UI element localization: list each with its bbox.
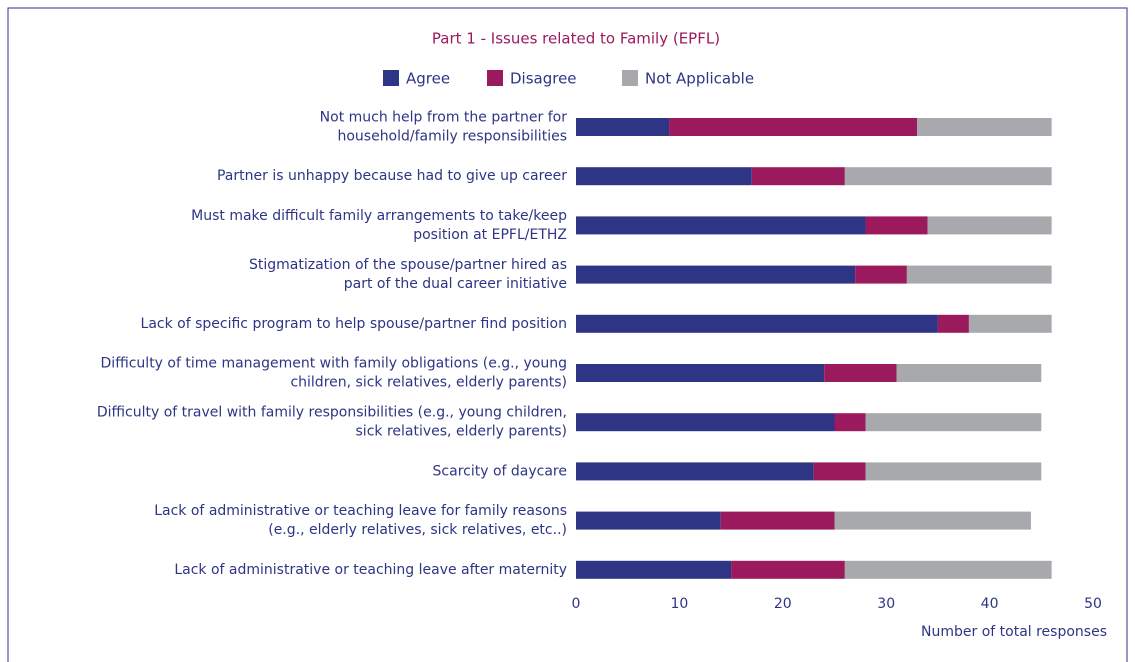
bar-segment <box>576 314 938 333</box>
bar-segment <box>937 314 969 333</box>
bar-segment <box>834 511 1031 530</box>
x-tick-label: 50 <box>1084 596 1102 612</box>
bar-segment <box>576 511 721 530</box>
bar-segment <box>576 413 835 432</box>
bar-segment <box>576 167 752 186</box>
legend-label: Disagree <box>510 70 577 88</box>
bar-segment <box>576 265 856 284</box>
y-tick-label: Lack of administrative or teaching leave… <box>154 503 567 538</box>
x-axis-label: Number of total responses <box>921 624 1107 640</box>
bar-segment <box>865 216 928 235</box>
x-tick-label: 30 <box>877 596 895 612</box>
bar-segment <box>865 462 1042 481</box>
x-tick-label: 0 <box>572 596 581 612</box>
x-tick-label: 20 <box>774 596 792 612</box>
y-tick-label: Lack of specific program to help spouse/… <box>141 316 567 332</box>
bar-segment <box>576 118 670 136</box>
bar-segment <box>576 364 825 382</box>
x-tick-label: 40 <box>981 596 999 612</box>
bar-segment <box>917 118 1052 136</box>
bar-segment <box>834 413 866 432</box>
legend-label: Agree <box>406 70 450 88</box>
legend-swatch <box>383 70 399 86</box>
y-tick-label: Difficulty of travel with family respons… <box>97 405 567 440</box>
bar-segment <box>824 364 897 382</box>
y-tick-label: Difficulty of time management with famil… <box>101 356 567 391</box>
y-tick-label: Lack of administrative or teaching leave… <box>174 562 567 578</box>
bar-segment <box>844 560 1052 579</box>
y-tick-label: Not much help from the partner for househ… <box>320 110 568 145</box>
bar-segment <box>927 216 1052 235</box>
legend-swatch <box>622 70 638 86</box>
bar-segment <box>865 413 1042 432</box>
bar-segment <box>968 314 1052 333</box>
x-tick-label: 10 <box>670 596 688 612</box>
frame <box>7 7 1128 662</box>
y-tick-label: Must make difficult family arrangements … <box>191 208 567 243</box>
bar-segment <box>844 167 1052 186</box>
y-tick-label: Partner is unhappy because had to give u… <box>217 168 567 184</box>
legend-swatch <box>487 70 503 86</box>
bar-segment <box>906 265 1052 284</box>
bar-segment <box>576 560 732 579</box>
legend-label: Not Applicable <box>645 70 754 88</box>
bar-segment <box>669 118 918 136</box>
bar-segment <box>813 462 866 481</box>
bar-segment <box>731 560 845 579</box>
bar-segment <box>855 265 907 284</box>
chart-title: Part 1 - Issues related to Family (EPFL) <box>432 30 720 48</box>
y-tick-label: Stigmatization of the spouse/partner hir… <box>249 257 567 292</box>
y-tick-label: Scarcity of daycare <box>433 463 567 479</box>
bar-segment <box>720 511 835 530</box>
bar-segment <box>576 462 814 481</box>
bar-segment <box>751 167 845 186</box>
bar-segment <box>896 364 1042 382</box>
bar-segment <box>576 216 866 235</box>
